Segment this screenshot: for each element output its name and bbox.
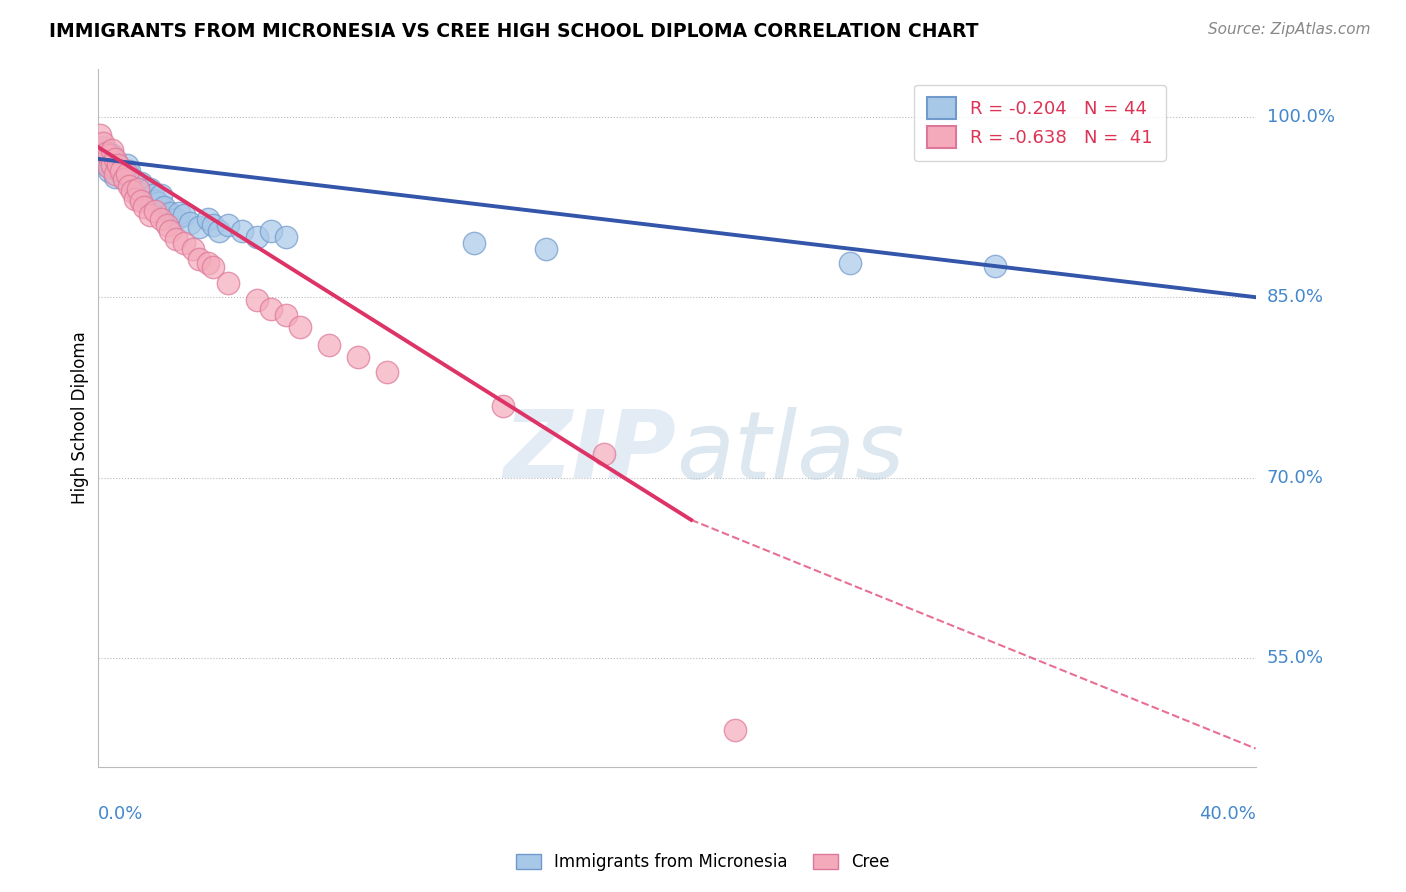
Point: [181, 242, 204, 256]
Legend: Immigrants from Micronesia, Cree: Immigrants from Micronesia, Cree: [508, 845, 898, 880]
Point: [138, 208, 160, 222]
Point: [593, 447, 616, 461]
Point: [101, 160, 124, 174]
Text: 55.0%: 55.0%: [1267, 649, 1324, 667]
Point: [208, 224, 231, 238]
Point: [107, 158, 129, 172]
Point: [89, 128, 111, 142]
Point: [98, 145, 121, 160]
Point: [98, 164, 121, 178]
Point: [202, 218, 225, 232]
Point: [101, 158, 124, 172]
Point: [274, 230, 297, 244]
Point: [96, 145, 118, 160]
Point: [839, 256, 862, 270]
Point: [148, 196, 170, 211]
Point: [347, 351, 370, 365]
Point: [118, 179, 141, 194]
Point: [150, 211, 173, 226]
Point: [112, 172, 135, 186]
Point: [138, 182, 160, 196]
Point: [101, 148, 124, 162]
Point: [217, 218, 239, 232]
Point: [104, 168, 127, 182]
Point: [167, 206, 190, 220]
Point: [104, 154, 127, 169]
Point: [129, 194, 152, 208]
Point: [118, 164, 141, 178]
Point: [159, 206, 181, 220]
Text: 70.0%: 70.0%: [1267, 468, 1323, 487]
Y-axis label: High School Diploma: High School Diploma: [72, 331, 89, 504]
Text: 100.0%: 100.0%: [1267, 108, 1334, 126]
Point: [260, 302, 283, 317]
Point: [98, 160, 121, 174]
Point: [150, 187, 173, 202]
Point: [96, 158, 118, 172]
Point: [197, 256, 219, 270]
Point: [132, 184, 155, 198]
Text: 40.0%: 40.0%: [1199, 805, 1256, 823]
Text: Source: ZipAtlas.com: Source: ZipAtlas.com: [1208, 22, 1371, 37]
Point: [165, 211, 187, 226]
Point: [217, 276, 239, 290]
Point: [104, 169, 127, 184]
Point: [110, 164, 132, 178]
Point: [492, 399, 515, 413]
Point: [187, 220, 209, 235]
Point: [173, 208, 195, 222]
Point: [93, 140, 115, 154]
Point: [129, 176, 152, 190]
Point: [135, 192, 157, 206]
Point: [142, 187, 165, 202]
Point: [274, 308, 297, 322]
Point: [375, 365, 398, 379]
Point: [101, 144, 124, 158]
Point: [112, 172, 135, 186]
Point: [110, 164, 132, 178]
Point: [260, 224, 283, 238]
Point: [463, 235, 485, 250]
Point: [231, 224, 253, 238]
Point: [104, 152, 127, 166]
Text: ZIP: ZIP: [503, 407, 676, 499]
Point: [153, 200, 176, 214]
Point: [246, 230, 269, 244]
Point: [246, 293, 269, 307]
Point: [197, 211, 219, 226]
Point: [159, 224, 181, 238]
Point: [173, 235, 195, 250]
Point: [127, 182, 149, 196]
Point: [723, 723, 745, 738]
Point: [98, 148, 121, 162]
Point: [132, 200, 155, 214]
Point: [127, 187, 149, 202]
Point: [145, 194, 167, 208]
Point: [165, 232, 187, 246]
Point: [107, 158, 129, 172]
Point: [89, 152, 111, 166]
Point: [121, 184, 143, 198]
Point: [290, 320, 312, 334]
Point: [115, 168, 138, 182]
Text: 85.0%: 85.0%: [1267, 288, 1324, 306]
Point: [202, 260, 225, 274]
Point: [187, 252, 209, 266]
Point: [124, 182, 146, 196]
Point: [318, 338, 340, 352]
Point: [124, 192, 146, 206]
Text: 0.0%: 0.0%: [97, 805, 143, 823]
Point: [93, 136, 115, 150]
Point: [115, 158, 138, 172]
Point: [179, 216, 201, 230]
Text: atlas: atlas: [676, 407, 905, 498]
Point: [145, 203, 167, 218]
Point: [984, 259, 1007, 273]
Point: [536, 242, 558, 256]
Legend: R = -0.204   N = 44, R = -0.638   N =  41: R = -0.204 N = 44, R = -0.638 N = 41: [914, 85, 1166, 161]
Point: [156, 218, 179, 232]
Text: IMMIGRANTS FROM MICRONESIA VS CREE HIGH SCHOOL DIPLOMA CORRELATION CHART: IMMIGRANTS FROM MICRONESIA VS CREE HIGH …: [49, 22, 979, 41]
Point: [121, 172, 143, 186]
